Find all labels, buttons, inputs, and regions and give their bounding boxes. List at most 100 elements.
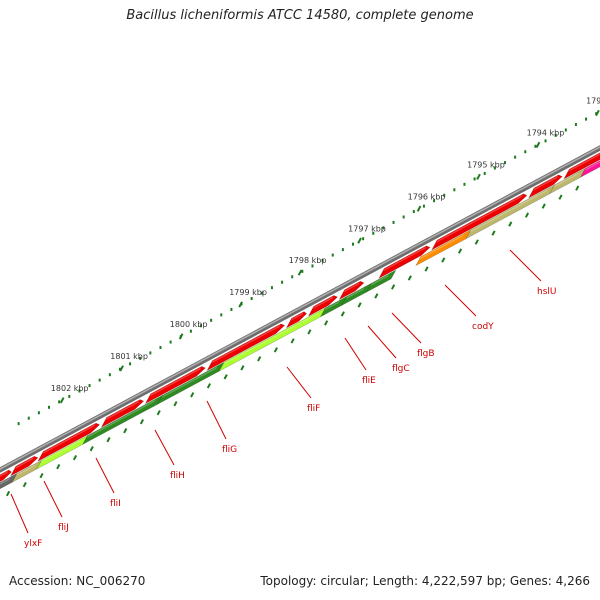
cds-forward <box>9 455 39 477</box>
scale-minor-tick <box>574 123 577 127</box>
inner-tick <box>474 239 479 245</box>
cds-forward <box>528 174 563 199</box>
scale-minor-tick <box>129 362 132 366</box>
scale-minor-tick <box>270 286 273 290</box>
scale-minor-tick <box>362 237 365 241</box>
gene-labels: hslU codY flgB flgC fliE fliF fliG fliH fliI fliJ… <box>24 287 556 549</box>
leader-line <box>206 400 227 440</box>
scale-major-tick <box>595 109 600 117</box>
scale-minor-tick <box>453 188 456 192</box>
scale-label: 1797 kbp <box>348 224 386 233</box>
scale-minor-tick <box>544 139 547 143</box>
feature-gray-shade <box>0 477 11 485</box>
scale-major-tick <box>238 301 243 308</box>
scale-minor-tick <box>281 280 284 284</box>
feature-green-shade <box>370 274 390 286</box>
scale-minor-tick <box>291 275 294 279</box>
feature-olive-shade <box>16 464 36 477</box>
leader-line <box>286 366 312 399</box>
backbone <box>0 145 600 473</box>
accession-text: Accession: NC_006270 <box>9 574 146 588</box>
scale-minor-tick <box>159 345 162 349</box>
feature-lime-shade <box>40 439 81 463</box>
inner-tick <box>374 293 379 299</box>
scale-minor-tick <box>311 264 314 268</box>
scale-minor-tick <box>98 378 101 382</box>
scale-minor-tick <box>169 340 172 344</box>
feature-lime-shade <box>223 312 319 365</box>
scale-minor-tick <box>331 253 334 257</box>
scale-minor-tick <box>48 405 51 409</box>
feature-magenta-shade <box>584 161 600 172</box>
inner-tick <box>508 221 513 227</box>
scale-minor-tick <box>149 351 152 355</box>
scale-minor-tick <box>37 411 40 415</box>
scale-minor-tick <box>392 220 395 224</box>
scale-minor-tick <box>585 117 588 121</box>
scale-label: 1802 kbp <box>51 384 89 393</box>
gene-label-flig: fliG <box>222 445 237 455</box>
cds-forward <box>37 422 101 462</box>
feature-green <box>365 269 397 293</box>
scale-minor-tick <box>78 389 81 393</box>
backbone-highlight <box>0 146 600 470</box>
scale-minor-tick <box>200 324 203 328</box>
scale-label: 1796 kbp <box>408 192 446 201</box>
gene-label-flih: fliH <box>170 471 185 481</box>
gene-label-hslu: hslU <box>537 287 556 297</box>
map-title: Bacillus licheniformis ATCC 14580, compl… <box>126 8 474 23</box>
inner-tick <box>206 383 211 389</box>
gene-label-flgb: flgB <box>417 349 435 359</box>
inner-tick <box>139 419 145 425</box>
leader-line <box>367 325 397 359</box>
gene-label-flij: fliJ <box>58 523 69 533</box>
scale-minor-tick <box>534 144 537 148</box>
scale-ticks <box>5 109 600 497</box>
scale-minor-tick <box>139 356 142 360</box>
cds-forward <box>338 280 365 301</box>
inner-tick <box>240 365 245 371</box>
leader-line <box>95 457 115 494</box>
scale-minor-tick <box>220 313 223 317</box>
cds-forward <box>100 399 145 428</box>
inner-tick <box>340 311 345 317</box>
scale-minor-tick <box>402 215 405 219</box>
scale-major-tick <box>59 397 65 404</box>
inner-tick <box>72 454 78 461</box>
cds-forward <box>378 245 431 279</box>
cds-forward-shade <box>15 457 34 469</box>
topology-text: Topology: circular; Length: 4,222,597 bp… <box>260 574 590 588</box>
cds-forward-shade <box>343 282 360 293</box>
cds-forward-shade <box>42 424 96 455</box>
leader-line <box>344 337 367 371</box>
inner-tick <box>558 194 563 200</box>
scale-minor-tick <box>108 373 111 377</box>
cds-forward <box>0 469 12 482</box>
scale-label: 1800 kbp <box>170 320 208 329</box>
scale-label: 1793 kbp <box>586 97 600 106</box>
inner-tick <box>123 428 128 434</box>
inner-tick <box>5 490 11 497</box>
cds-forward-shade <box>436 194 523 243</box>
feature-green-shade <box>324 300 340 311</box>
inner-tick <box>524 212 530 218</box>
inner-tick <box>391 284 396 290</box>
inner-tick <box>324 320 329 326</box>
scale-label: 1795 kbp <box>467 160 505 169</box>
cds-forward <box>206 323 286 372</box>
inner-tick <box>257 356 262 362</box>
feature-orange-shade <box>419 234 465 260</box>
scale-minor-tick <box>382 226 385 230</box>
inner-tick <box>173 401 178 407</box>
cds-forward <box>307 295 339 317</box>
scale-minor-tick <box>352 242 355 246</box>
scale-major-tick <box>297 269 303 276</box>
scale-label: 1801 kbp <box>110 352 148 361</box>
scale-major-tick <box>178 333 184 340</box>
scale-major-tick <box>476 173 481 180</box>
scale-minor-tick <box>443 193 446 197</box>
inner-tick <box>22 481 27 488</box>
scale-minor-tick <box>433 199 436 203</box>
scale-minor-tick <box>118 367 121 371</box>
scale-major-tick <box>119 365 124 372</box>
